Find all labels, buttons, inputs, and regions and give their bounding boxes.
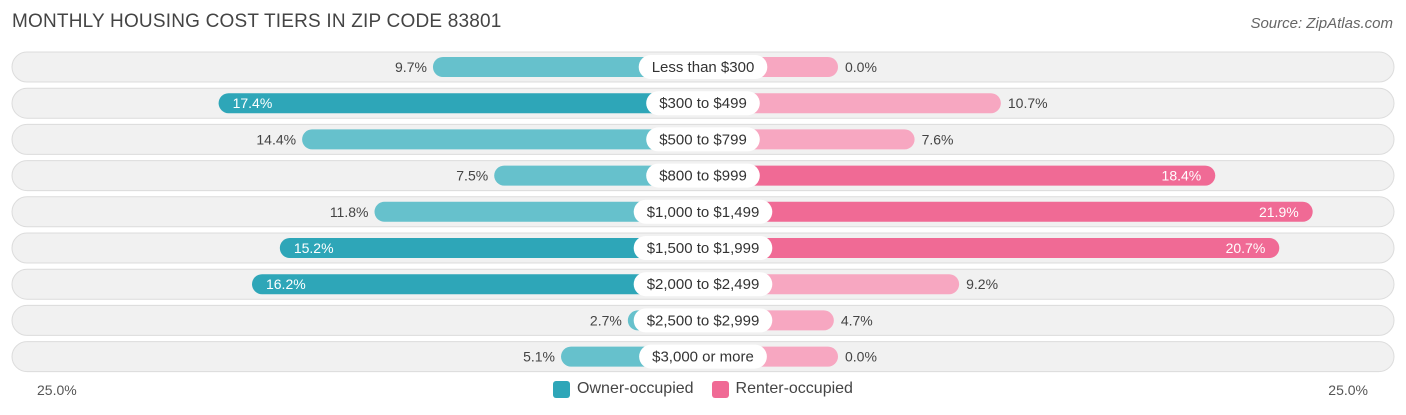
bar-owner bbox=[302, 129, 703, 150]
category-pill bbox=[646, 91, 760, 116]
category-pill bbox=[638, 55, 768, 79]
value-label-owner: 14.4% bbox=[256, 131, 296, 147]
category-label: $2,000 to $2,499 bbox=[647, 276, 760, 293]
category-label: $2,500 to $2,999 bbox=[647, 312, 760, 329]
bar-owner bbox=[432, 57, 703, 77]
legend-label-owner: Owner-occupied bbox=[577, 380, 694, 397]
value-label-renter: 0.0% bbox=[845, 349, 877, 365]
category-pill bbox=[633, 199, 773, 224]
bar-renter bbox=[703, 165, 1216, 186]
value-label-renter: 20.7% bbox=[1226, 240, 1266, 256]
category-label: $300 to $499 bbox=[659, 95, 747, 112]
value-label-renter: 21.9% bbox=[1259, 204, 1299, 220]
category-pill bbox=[639, 344, 767, 369]
value-label-owner: 2.7% bbox=[590, 312, 622, 328]
category-pill bbox=[633, 236, 773, 260]
bar-owner bbox=[218, 93, 704, 114]
legend-label-renter: Renter-occupied bbox=[735, 380, 853, 397]
category-pill bbox=[646, 127, 760, 152]
category-label: Less than $300 bbox=[652, 59, 755, 76]
category-label: $1,500 to $1,999 bbox=[647, 240, 760, 257]
category-label: $500 to $799 bbox=[659, 131, 747, 148]
chart-source: Source: ZipAtlas.com bbox=[1250, 15, 1393, 32]
bar-renter bbox=[703, 201, 1313, 222]
category-pill bbox=[633, 308, 773, 333]
chart-canvas: 9.7% 0.0% Less than $300 17.4% 10.7% $300 to … bbox=[11, 51, 1395, 373]
bar-owner bbox=[374, 201, 703, 222]
legend-swatch-owner bbox=[553, 380, 571, 398]
value-label-renter: 9.2% bbox=[966, 276, 998, 292]
chart-title: MONTHLY HOUSING COST TIERS IN ZIP CODE 8… bbox=[12, 11, 502, 32]
value-label-renter: 7.6% bbox=[922, 131, 954, 147]
category-pill bbox=[633, 272, 773, 297]
value-label-owner: 17.4% bbox=[233, 95, 273, 111]
bar-renter bbox=[703, 93, 1001, 114]
value-label-owner: 9.7% bbox=[395, 59, 427, 75]
category-label: $800 to $999 bbox=[659, 168, 747, 185]
value-label-owner: 11.8% bbox=[330, 204, 369, 220]
bar-renter bbox=[703, 238, 1280, 258]
legend-item-owner[interactable]: Owner-occupied bbox=[553, 380, 694, 398]
legend-item-renter[interactable]: Renter-occupied bbox=[711, 380, 853, 398]
axis-left-label: 25.0% bbox=[37, 382, 77, 398]
category-label: $1,000 to $1,499 bbox=[647, 204, 760, 221]
value-label-renter: 0.0% bbox=[845, 59, 877, 75]
value-label-renter: 4.7% bbox=[841, 312, 873, 328]
value-label-owner: 7.5% bbox=[456, 168, 488, 184]
value-label-renter: 18.4% bbox=[1162, 168, 1202, 184]
value-label-owner: 5.1% bbox=[523, 349, 555, 365]
legend: Owner-occupied Renter-occupied bbox=[0, 380, 1406, 398]
legend-swatch-renter bbox=[711, 380, 729, 398]
value-label-renter: 10.7% bbox=[1008, 95, 1048, 111]
value-label-owner: 16.2% bbox=[266, 276, 306, 292]
axis-right-label: 25.0% bbox=[1328, 382, 1368, 398]
bar-owner bbox=[251, 274, 703, 295]
value-label-owner: 15.2% bbox=[294, 240, 334, 256]
bar-owner bbox=[279, 238, 703, 258]
category-pill bbox=[646, 163, 760, 188]
category-label: $3,000 or more bbox=[652, 349, 754, 366]
